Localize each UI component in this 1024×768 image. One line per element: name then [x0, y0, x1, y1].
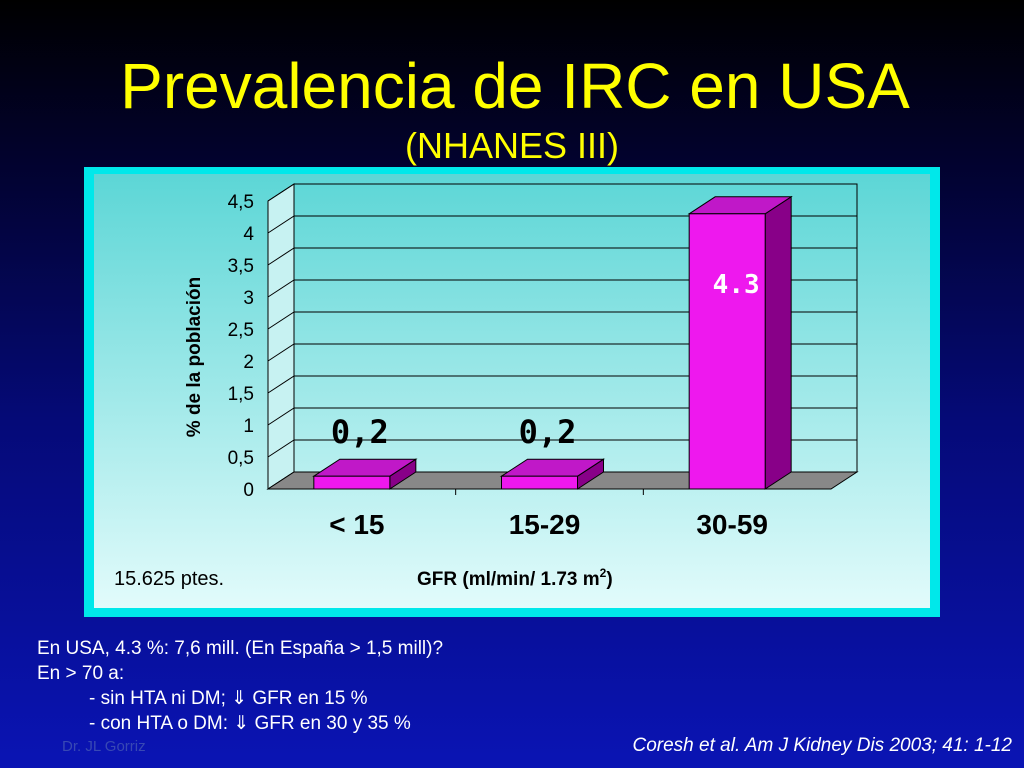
bar-chart: 0 0,5 1 1,5 2 2,5 3 3,5 4 4,5 < 15 0,2 15-29 0,2 30-59… [94, 174, 930, 608]
x-category-label: < 15 [329, 509, 384, 540]
y-tick-label: 4,5 [228, 192, 254, 213]
note-line-4: - con HTA o DM: ⇓ GFR en 30 y 35 % [89, 713, 411, 734]
slide-subtitle: (NHANES III) [404, 125, 619, 166]
gridline [267, 407, 857, 426]
note-line-2: En > 70 a: [37, 663, 125, 684]
notes-block: En USA, 4.3 %: 7,6 mill. (En España > 1,… [37, 636, 443, 736]
y-tick-label: 0 [243, 480, 254, 501]
note-line-1: En USA, 4.3 %: 7,6 mill. (En España > 1,… [37, 638, 444, 659]
y-tick-label: 4 [243, 224, 254, 245]
y-tick-label: 1,5 [228, 384, 254, 405]
gridline [267, 439, 857, 458]
gridline [267, 311, 857, 330]
y-tick-label: 3,5 [228, 256, 254, 277]
bar [312, 458, 418, 490]
bar-side [764, 195, 792, 490]
data-label: 4.3 [713, 270, 760, 300]
y-tick-label: 3 [243, 288, 254, 309]
y-tick-label: 1 [243, 416, 254, 437]
x-category-label: 30-59 [696, 509, 768, 540]
data-label: 0,2 [519, 413, 577, 451]
y-tick-label: 2,5 [228, 320, 254, 341]
bar-front [688, 213, 766, 490]
y-tick-label: 2 [243, 352, 254, 373]
author-watermark: Dr. JL Gorriz [62, 738, 146, 755]
gridline [267, 343, 857, 362]
bar-front [501, 475, 578, 490]
gridline [267, 183, 857, 202]
gridline [267, 215, 857, 234]
note-line-3: - sin HTA ni DM; ⇓ GFR en 15 % [89, 688, 368, 709]
chart-panel: 0 0,5 1 1,5 2 2,5 3 3,5 4 4,5 < 15 0,2 15-29 0,2 30-59… [84, 167, 940, 617]
plot-background [94, 174, 930, 608]
slide-title: Prevalencia de IRC en USA [120, 50, 910, 122]
bar-front [313, 475, 391, 490]
y-axis-label: % de la población [184, 277, 205, 437]
sample-size-annotation: 15.625 ptes. [114, 568, 224, 590]
x-category-label: 15-29 [509, 509, 581, 540]
gridline [267, 247, 857, 266]
gridline [267, 375, 857, 394]
citation: Coresh et al. Am J Kidney Dis 2003; 41: … [632, 735, 1013, 756]
x-axis-label: GFR (ml/min/ 1.73 m2) [417, 566, 613, 590]
bar [499, 458, 606, 490]
gridline [267, 279, 857, 298]
bar [687, 195, 793, 490]
y-tick-label: 0,5 [228, 448, 254, 469]
side-wall [267, 183, 295, 490]
data-label: 0,2 [331, 413, 389, 451]
